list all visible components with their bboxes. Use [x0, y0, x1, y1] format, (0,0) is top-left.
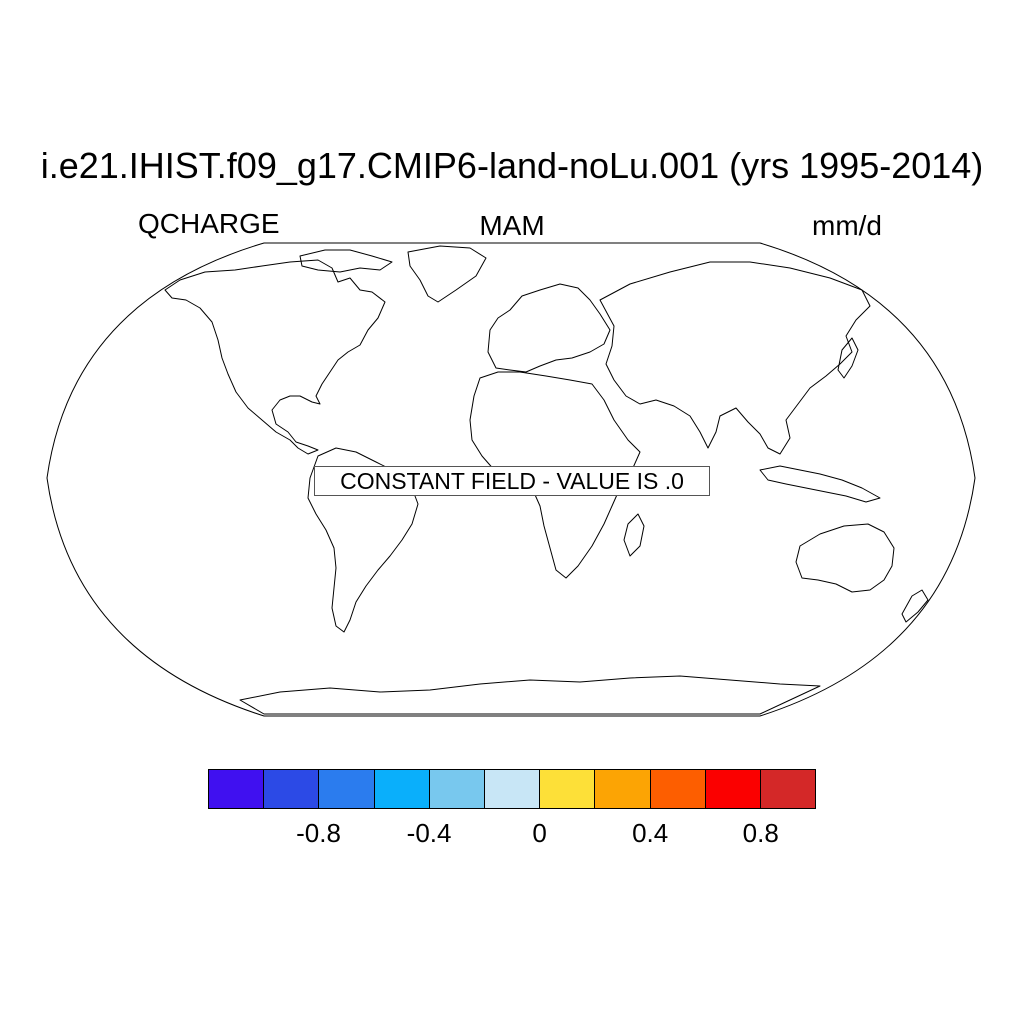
colorbar-tick-label: 0.4	[632, 818, 669, 848]
colorbar-cell	[209, 770, 265, 808]
season-label: MAM	[479, 210, 545, 241]
coastline-japan	[837, 337, 859, 379]
coastline-australia	[795, 523, 895, 593]
map-boundary	[46, 242, 976, 717]
colorbar-tick-label: 0.8	[742, 818, 779, 848]
constant-field-notice: CONSTANT FIELD - VALUE IS .0	[314, 466, 710, 496]
colorbar-cell	[484, 770, 541, 808]
colorbar-cell	[650, 770, 706, 808]
coastline-madagascar	[623, 513, 645, 557]
variable-label: QCHARGE	[138, 208, 280, 239]
colorbar-cell	[374, 770, 430, 808]
coastline-antarctica	[239, 675, 821, 715]
colorbar-cell	[595, 770, 651, 808]
coastline-indonesia	[759, 465, 881, 503]
units-label: mm/d	[812, 210, 882, 241]
coastline-greenland	[407, 245, 487, 303]
colorbar-tick-label: -0.8	[296, 818, 341, 848]
colorbar-cell	[429, 770, 485, 808]
colorbar-cell	[705, 770, 761, 808]
colorbar-cell	[540, 770, 596, 808]
coastline-arctic-islands	[299, 249, 393, 273]
coastline-europe	[487, 283, 611, 373]
coastline-north-america	[164, 259, 386, 455]
colorbar-cell	[760, 770, 816, 808]
coastline-new-zealand	[901, 589, 929, 623]
colorbar-tick-label: -0.4	[406, 818, 452, 848]
colorbar-cell	[319, 770, 375, 808]
colorbar-cell	[264, 770, 320, 808]
plot-title: i.e21.IHIST.f09_g17.CMIP6-land-noLu.001 …	[40, 145, 984, 186]
colorbar-tick-label: 0	[532, 818, 547, 848]
coastline-asia	[599, 261, 871, 455]
colorbar	[208, 769, 816, 809]
